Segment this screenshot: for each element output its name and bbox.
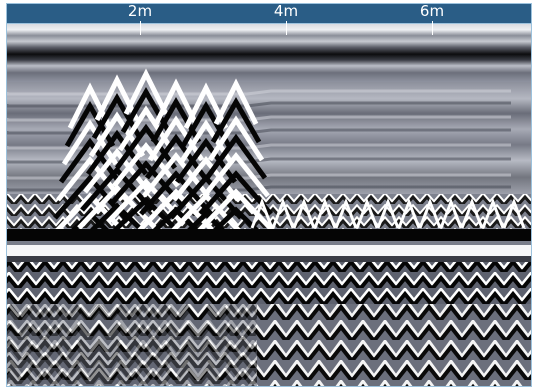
- hyperbola-reflection: [112, 141, 180, 188]
- small-reflection: [418, 197, 442, 229]
- small-reflection: [481, 197, 505, 229]
- distance-tick-mark: [432, 21, 433, 35]
- distance-tick-mark: [140, 21, 141, 35]
- hyperbola-reflection: [91, 92, 143, 140]
- hyperbola-reflection: [207, 115, 265, 162]
- hyperbola-reflection: [80, 166, 154, 212]
- small-reflection: [397, 197, 421, 229]
- hyperbola-reflection: [196, 188, 276, 234]
- hyperbola-reflection: [180, 100, 232, 148]
- distance-tick-label: 2m: [127, 2, 153, 20]
- hyperbola-reflection: [153, 78, 199, 126]
- small-reflection: [250, 197, 274, 229]
- hyperbola-reflection: [109, 160, 183, 206]
- small-reflection: [376, 197, 400, 229]
- distance-tick-label: 6m: [419, 2, 445, 20]
- hyperbola-reflection: [50, 192, 130, 238]
- small-reflection: [334, 197, 358, 229]
- hyperbola-reflection: [123, 68, 169, 116]
- hyperbola-reflection: [177, 119, 235, 166]
- hyperbola-reflection: [83, 147, 151, 194]
- reflection-band: [7, 143, 511, 150]
- reflection-band: [7, 157, 511, 164]
- hyperbola-reflection: [169, 174, 243, 220]
- distance-tick-label: 4m: [273, 2, 299, 20]
- small-reflection: [439, 197, 463, 229]
- small-reflection: [502, 197, 526, 229]
- distance-tick-mark: [286, 21, 287, 35]
- small-reflection: [292, 197, 316, 229]
- hyperbola-reflection: [142, 151, 210, 198]
- hyperbola-reflection: [67, 82, 113, 130]
- reflection-band: [7, 173, 511, 180]
- hyperbola-reflection: [213, 78, 259, 126]
- hyperbola-reflection: [56, 155, 124, 202]
- small-reflection: [355, 197, 379, 229]
- hyperbola-reflection: [106, 178, 186, 224]
- small-reflection: [271, 197, 295, 229]
- distance-scale-bar: [6, 3, 532, 24]
- hyperbola-reflection: [103, 196, 189, 242]
- hyperbola-reflection: [204, 133, 268, 180]
- hyperbola-reflection: [199, 170, 273, 216]
- hyperbola-reflection: [210, 96, 262, 144]
- hyperbola-reflection: [58, 137, 122, 184]
- hyperbola-reflection: [144, 133, 208, 180]
- hyperbola-reflection: [202, 151, 270, 198]
- reflection-band: [7, 89, 511, 96]
- small-reflection: [313, 197, 337, 229]
- small-reflection: [460, 197, 484, 229]
